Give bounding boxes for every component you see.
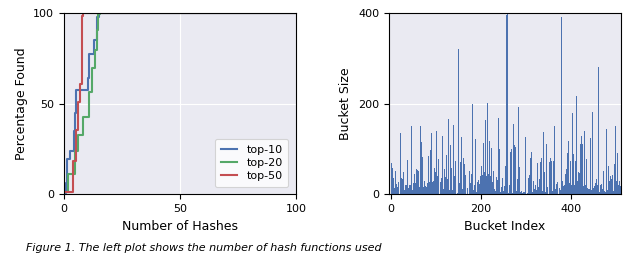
top-50 <box>60 190 68 193</box>
Line: top-20: top-20 <box>64 13 296 192</box>
top-20 <box>204 11 212 15</box>
top-50 <box>225 11 233 15</box>
top-10 <box>223 11 230 15</box>
top-50 <box>292 11 300 15</box>
top-10 <box>237 11 245 15</box>
Y-axis label: Bucket Size: Bucket Size <box>339 67 353 140</box>
top-20 <box>196 11 204 15</box>
Line: top-10: top-10 <box>64 13 296 193</box>
top-10 <box>60 191 68 194</box>
top-50 <box>225 11 232 15</box>
top-20 <box>292 11 300 15</box>
top-50 <box>147 11 154 15</box>
top-50 <box>220 11 228 15</box>
top-20 <box>97 11 104 15</box>
top-20 <box>196 11 204 15</box>
top-50 <box>102 11 110 15</box>
top-20 <box>100 11 108 15</box>
top-20 <box>127 11 135 15</box>
Text: Figure 1. The left plot shows the number of hash functions used: Figure 1. The left plot shows the number… <box>26 243 381 254</box>
X-axis label: Bucket Index: Bucket Index <box>464 220 545 233</box>
top-10 <box>97 11 104 15</box>
top-20 <box>60 190 68 193</box>
top-20 <box>93 29 100 32</box>
Y-axis label: Percentage Found: Percentage Found <box>15 47 28 160</box>
top-50 <box>79 11 87 15</box>
top-10 <box>159 11 166 15</box>
X-axis label: Number of Hashes: Number of Hashes <box>122 220 238 233</box>
top-10 <box>95 11 103 15</box>
Line: top-50: top-50 <box>64 13 296 192</box>
top-10 <box>85 53 93 56</box>
Legend: top-10, top-20, top-50: top-10, top-20, top-50 <box>215 139 288 187</box>
top-50 <box>81 11 88 15</box>
top-10 <box>224 11 232 15</box>
top-10 <box>292 11 300 15</box>
